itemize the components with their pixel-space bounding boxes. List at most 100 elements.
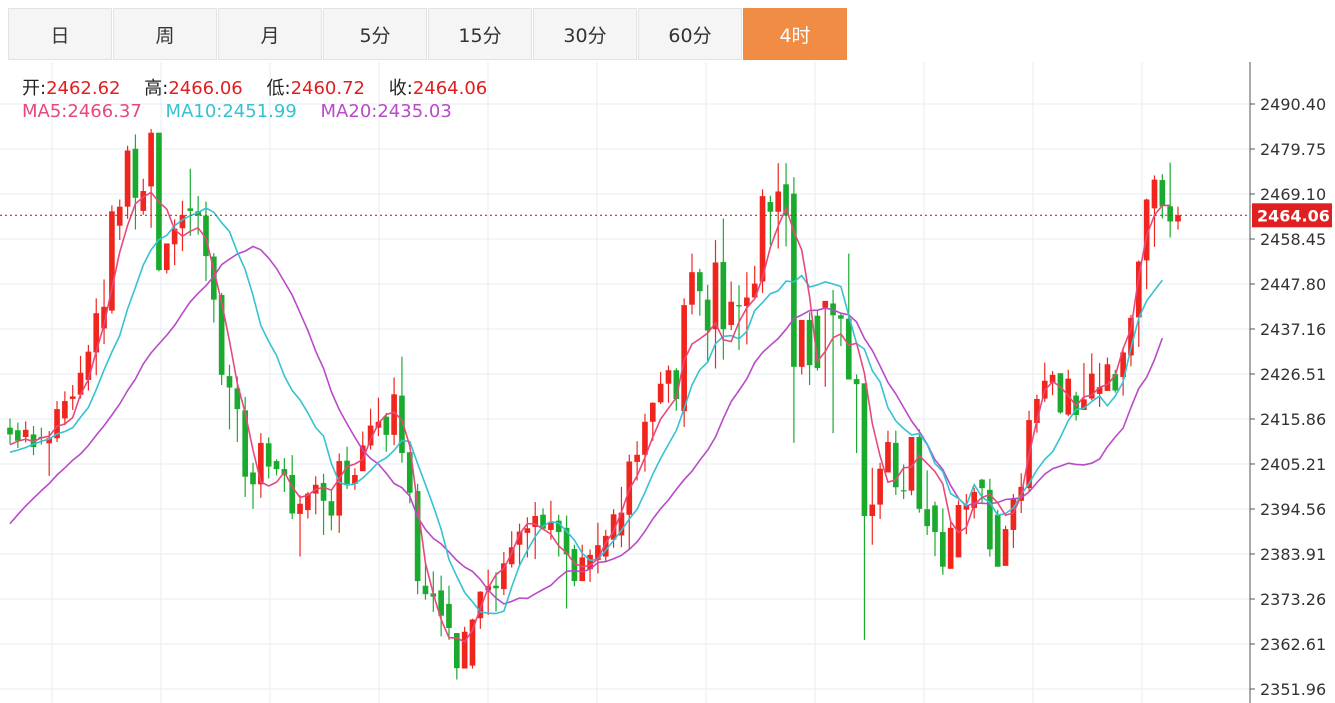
y-tick-label: 2458.45 — [1260, 230, 1326, 249]
candle-body — [336, 461, 343, 516]
candle-body — [297, 503, 303, 514]
tab-month[interactable]: 月 — [218, 8, 322, 60]
candle-body — [610, 514, 617, 540]
y-tick-label: 2469.10 — [1260, 185, 1326, 204]
y-tick-label: 2394.56 — [1260, 500, 1326, 519]
candle-body — [634, 454, 640, 462]
candle-body — [148, 132, 154, 187]
candle-body — [838, 315, 844, 319]
open-value: 2462.62 — [46, 78, 121, 99]
candle-body — [1135, 261, 1142, 318]
candle-body — [524, 528, 531, 533]
ma-readout: MA5:2466.37 MA10:2451.99 MA20:2435.03 — [22, 101, 452, 122]
candle-body — [93, 313, 100, 353]
candle-body — [179, 215, 186, 229]
candle-body — [242, 410, 248, 477]
candle-body — [132, 148, 139, 198]
open-label: 开: — [22, 78, 47, 99]
candle-body — [453, 633, 460, 669]
candle-body — [853, 379, 860, 385]
candle-body — [163, 243, 170, 271]
candle-body — [845, 318, 852, 380]
high-value: 2466.06 — [168, 78, 243, 99]
candle-body — [994, 514, 1001, 567]
candle-body — [446, 603, 452, 628]
tab-15min[interactable]: 15分 — [428, 8, 532, 60]
y-tick-label: 2426.51 — [1260, 365, 1326, 384]
candle-body — [908, 436, 915, 491]
y-tick-label: 2415.86 — [1260, 410, 1326, 429]
y-tick-label: 2373.26 — [1260, 590, 1326, 609]
ma5-line — [9, 191, 1171, 643]
candle-body — [587, 554, 593, 570]
low-label: 低: — [266, 78, 291, 99]
candle-body — [1057, 373, 1064, 413]
candle-body — [924, 509, 930, 527]
candle-body — [540, 514, 546, 529]
candle-body — [140, 191, 147, 211]
high-label: 高: — [144, 78, 169, 99]
candle-body — [461, 631, 468, 669]
candle-body — [720, 262, 727, 330]
candle-body — [1034, 398, 1040, 424]
candle-body — [892, 442, 899, 488]
tab-5min[interactable]: 5分 — [323, 8, 427, 60]
candle-body — [469, 619, 476, 666]
candle-body — [940, 532, 946, 567]
candle-body — [642, 421, 648, 455]
candle-body — [759, 196, 766, 282]
candle-body — [697, 272, 703, 292]
candle-body — [657, 383, 664, 403]
candle-body — [414, 491, 421, 582]
candle-body — [532, 516, 539, 527]
candle-body — [226, 376, 233, 388]
candle-body — [406, 452, 413, 493]
tab-day[interactable]: 日 — [8, 8, 112, 60]
candle-body — [46, 438, 53, 444]
tab-4hour[interactable]: 4时 — [743, 8, 847, 60]
candle-body — [1002, 529, 1009, 566]
candle-body — [979, 479, 985, 489]
candle-body — [54, 409, 60, 439]
y-tick-label: 2383.91 — [1260, 545, 1326, 564]
candle-body — [932, 505, 938, 533]
candle-body — [109, 211, 115, 311]
candle-body — [116, 206, 123, 226]
candle-body — [1081, 399, 1087, 410]
candle-body — [85, 351, 92, 380]
candle-body — [62, 401, 68, 419]
ma20-value: 2435.03 — [377, 101, 452, 122]
candle-body — [352, 475, 358, 484]
candle-body — [367, 425, 374, 446]
candle-body — [305, 493, 311, 511]
candle-body — [22, 429, 29, 437]
ma10-line — [9, 207, 1163, 615]
candle-body — [798, 319, 805, 367]
candle-body — [7, 427, 13, 435]
candle-body — [320, 483, 327, 501]
candle-body — [203, 215, 209, 257]
candle-body — [971, 491, 978, 508]
candle-body — [681, 305, 687, 412]
period-tabs: 日 周 月 5分 15分 30分 60分 4时 — [8, 8, 848, 60]
ma20-label: MA20: — [320, 101, 378, 122]
candle-body — [1143, 199, 1150, 261]
close-label: 收: — [388, 78, 413, 99]
candle-body — [1088, 373, 1095, 399]
y-tick-label: 2362.61 — [1260, 635, 1326, 654]
candle-body — [101, 306, 107, 329]
tab-30min[interactable]: 30分 — [533, 8, 637, 60]
close-value: 2464.06 — [412, 78, 488, 99]
candle-body — [548, 522, 554, 530]
candle-body — [438, 590, 444, 616]
candle-body — [885, 442, 891, 473]
tab-60min[interactable]: 60分 — [638, 8, 742, 60]
candle-body — [704, 299, 711, 331]
candle-body — [493, 585, 499, 589]
candle-body — [744, 297, 750, 306]
candle-body — [814, 315, 821, 369]
candle-body — [234, 388, 241, 410]
low-value: 2460.72 — [290, 78, 366, 99]
tab-week[interactable]: 周 — [113, 8, 217, 60]
candle-body — [736, 305, 742, 307]
